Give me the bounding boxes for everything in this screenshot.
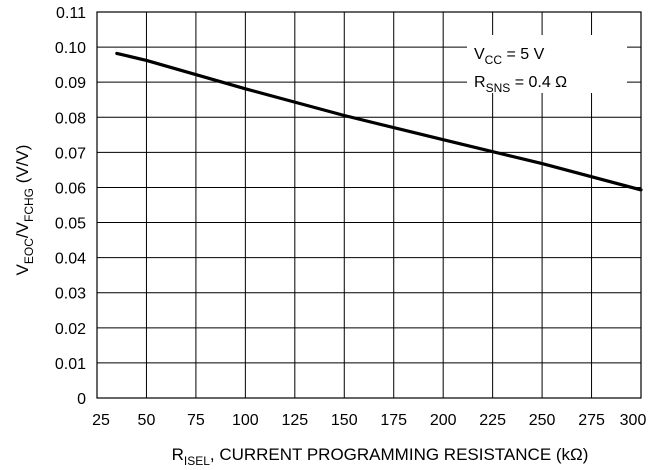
y-tick-label: 0.11 xyxy=(56,5,86,22)
annotation-vcc-sub: CC xyxy=(485,53,503,67)
y-tick-label: 0.07 xyxy=(55,145,86,162)
x-tick-label: 125 xyxy=(281,412,308,429)
series-line xyxy=(115,51,643,192)
x-tick-labels: 25 50 75 100 125 150 175 200 225 250 275 300 xyxy=(92,412,646,429)
y-tick-label: 0 xyxy=(77,391,86,408)
y-axis-label-slash: /V xyxy=(13,221,32,238)
y-axis-label-rest: (V/V) xyxy=(13,145,32,188)
x-tick-label: 275 xyxy=(578,412,605,429)
y-tick-label: 0.09 xyxy=(55,75,86,92)
y-tick-label: 0.03 xyxy=(55,286,86,303)
x-tick-label: 200 xyxy=(430,412,457,429)
y-tick-labels: 0 0.01 0.02 0.03 0.04 0.05 0.06 0.07 0.08 0.09 0.1… xyxy=(55,5,86,408)
x-tick-label: 225 xyxy=(479,412,506,429)
annotation-vcc-rest: = 5 V xyxy=(502,46,545,63)
y-tick-label: 0.04 xyxy=(55,251,86,268)
x-tick-label: 175 xyxy=(380,412,407,429)
y-tick-label: 0.10 xyxy=(55,40,86,57)
x-tick-label: 50 xyxy=(138,412,156,429)
annotation-vcc-main: V xyxy=(474,46,485,63)
annotation-rsns-main: R xyxy=(474,74,486,91)
x-tick-label: 300 xyxy=(620,412,647,429)
y-tick-label: 0.01 xyxy=(55,356,86,373)
x-tick-label: 75 xyxy=(187,412,205,429)
series-group xyxy=(115,51,643,192)
x-axis-label-rest: , CURRENT PROGRAMMING RESISTANCE (kΩ) xyxy=(210,445,589,464)
x-axis-label-main: R xyxy=(172,445,184,464)
annotation-rsns-sub: SNS xyxy=(486,81,511,95)
plot-frame xyxy=(96,11,642,399)
x-tick-label: 100 xyxy=(232,412,259,429)
x-tick-label: 250 xyxy=(529,412,556,429)
annotation-vcc: VCC = 5 V xyxy=(474,46,545,67)
y-axis-label-sub2: FCHG xyxy=(22,188,36,222)
annotation-rsns: RSNS = 0.4 Ω xyxy=(474,74,567,95)
y-axis-label-sub1: EOC xyxy=(22,238,36,264)
annotation-rsns-rest: = 0.4 Ω xyxy=(510,74,567,91)
y-tick-label: 0.02 xyxy=(55,321,86,338)
x-axis-label: RISEL, CURRENT PROGRAMMING RESISTANCE (k… xyxy=(172,445,589,468)
y-tick-label: 0.06 xyxy=(55,180,86,197)
y-tick-label: 0.05 xyxy=(55,216,86,233)
x-tick-label: 25 xyxy=(92,412,110,429)
y-axis-label-v1: V xyxy=(13,263,32,275)
x-axis-label-sub: ISEL xyxy=(184,454,210,468)
y-axis-label: VEOC/VFCHG (V/V) xyxy=(13,145,36,276)
x-tick-label: 150 xyxy=(331,412,358,429)
y-tick-label: 0.08 xyxy=(55,110,86,127)
legend-background xyxy=(467,35,627,93)
